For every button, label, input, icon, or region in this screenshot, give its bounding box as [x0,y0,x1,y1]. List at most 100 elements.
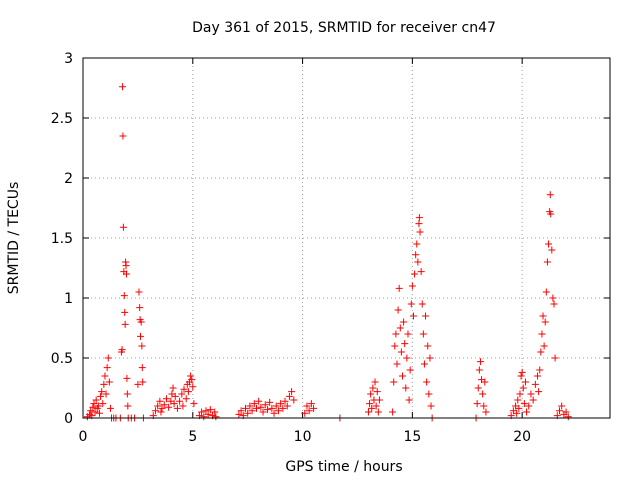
data-point [119,83,127,91]
data-point [266,398,274,406]
data-point [475,366,483,374]
data-point [124,402,132,410]
data-point [187,372,195,380]
x-tick-label: 10 [294,429,312,445]
plot-area-border [82,57,611,419]
data-point [531,380,539,388]
data-point [123,374,131,382]
data-point [414,258,422,266]
data-point [479,390,487,398]
data-point [558,402,566,410]
data-point [178,390,186,398]
data-point [102,390,110,398]
data-point [537,348,545,356]
data-point [521,378,529,386]
data-point [270,409,278,417]
data-point [415,220,423,228]
data-point [87,407,95,415]
data-point [103,364,111,372]
y-tick-label: 0 [64,411,73,427]
data-point [277,400,285,408]
data-point [562,408,570,416]
axis-ticks [82,57,610,419]
data-point [158,404,166,412]
data-point [541,318,549,326]
data-point [104,354,112,362]
data-point [427,402,435,410]
data-point [190,400,198,408]
data-point [564,413,572,421]
data-point [137,332,145,340]
data-point [138,364,146,372]
data-point [534,372,542,380]
data-point [518,368,526,376]
data-point [535,388,543,396]
data-point [555,407,563,415]
data-point [550,300,558,308]
x-tick-label: 0 [79,429,88,445]
data-point [372,402,380,410]
data-point [97,392,105,400]
data-point [250,400,258,408]
data-point [481,378,489,386]
data-point [135,288,143,296]
data-point [206,406,214,414]
data-point [513,409,521,417]
data-point [259,408,267,416]
y-tick-label: 1.5 [51,231,73,247]
data-point [189,383,197,391]
data-point [390,378,398,386]
y-tick-label: 0.5 [51,351,73,367]
data-point [268,404,276,412]
data-point [101,372,109,380]
data-point [482,408,490,416]
data-point [91,408,99,416]
data-point [403,354,411,362]
data-point [404,330,412,338]
data-point [406,366,414,374]
data-point [105,378,113,386]
data-point [519,384,527,392]
data-point [425,390,433,398]
data-point [413,240,421,248]
data-point [400,318,408,326]
data-point [310,404,318,412]
data-point [139,378,147,386]
data-point [121,320,129,328]
data-point [407,300,415,308]
data-point [184,388,192,396]
data-point [202,407,210,415]
data-point [538,330,546,338]
data-point [244,409,252,417]
data-point [366,400,374,408]
data-point [394,306,402,314]
data-point [514,396,522,404]
data-point [420,360,428,368]
data-point [89,403,97,411]
data-point [188,376,196,384]
data-point [121,308,129,316]
data-point [424,342,432,350]
data-point [92,396,100,404]
data-point [516,390,524,398]
data-point [95,409,103,417]
data-point [160,401,168,409]
data-point [134,380,142,388]
data-point [212,413,220,421]
data-point [546,191,554,199]
data-point [543,258,551,266]
data-point [480,402,488,410]
data-point [162,395,170,403]
data-point [157,408,165,416]
data-point [416,228,424,236]
data-point [301,409,309,417]
data-point [281,397,289,405]
data-point [165,403,173,411]
data-point [529,396,537,404]
data-point [540,342,548,350]
y-axis-title: SRMTID / TECUs [6,182,22,295]
data-point [204,410,212,418]
data-point [100,380,108,388]
data-point [119,132,127,140]
data-point [136,304,144,312]
